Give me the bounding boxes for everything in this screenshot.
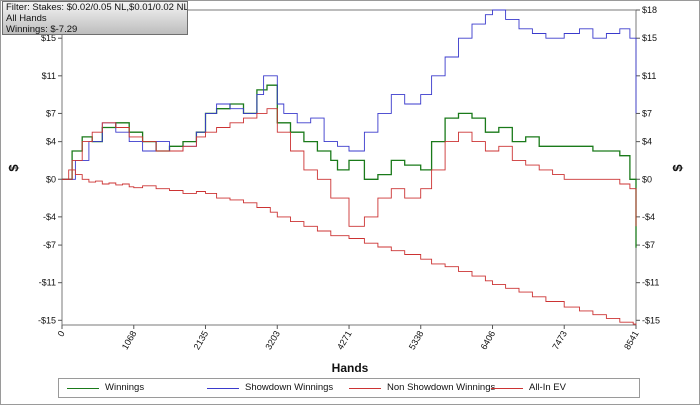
filter-winnings-text: Winnings: $-7.29 [6, 24, 78, 35]
y-tick-label-left: $0 [46, 174, 56, 184]
legend-swatch-nonshowdown [349, 388, 381, 389]
filter-stakes-text: Filter: Stakes: $0.02/0.05 NL,$0.01/0.02… [6, 2, 188, 13]
y-tick-label-right: $15 [642, 33, 657, 43]
filter-info-box: Filter: Stakes: $0.02/0.05 NL,$0.01/0.02… [2, 1, 188, 35]
y-tick-label-left: $15 [41, 33, 56, 43]
x-tick-label: 0 [56, 329, 67, 338]
legend-swatch-showdown [207, 388, 239, 389]
y-tick-label-right: $7 [642, 108, 652, 118]
y-tick-label-left: -$11 [39, 278, 56, 288]
y-tick-label-right: $4 [642, 137, 652, 147]
y-tick-label-left: $11 [42, 71, 56, 81]
legend-label-winnings: Winnings [105, 382, 145, 393]
y-tick-label-right: -$15 [642, 315, 660, 325]
y-tick-label-left: -$7 [43, 240, 56, 250]
legend-swatch-winnings [67, 388, 99, 389]
filter-hands-text: All Hands [6, 13, 47, 24]
series-lines [62, 9, 637, 325]
y-tick-label-left: $4 [46, 137, 56, 147]
y-tick-label-right: -$4 [642, 212, 655, 222]
legend-swatch-allinev [491, 388, 523, 389]
y-tick-label-right: $0 [642, 174, 652, 184]
y-tick-label-right: $11 [642, 71, 656, 81]
series-line-nonshowdown [62, 169, 637, 325]
y-axis-label-right: $ [670, 164, 685, 172]
y-axis-label-left: $ [6, 164, 21, 172]
y-tick-label-right: -$7 [642, 240, 655, 250]
y-tick-label-right: $18 [642, 5, 657, 15]
y-tick-label-left: -$15 [38, 315, 56, 325]
x-axis-label: Hands [332, 361, 369, 375]
series-line-allinev [62, 108, 637, 227]
chart-legend: Winnings Showdown Winnings Non Showdown … [58, 378, 640, 398]
legend-label-allinev: All-In EV [529, 382, 566, 393]
y-tick-label-left: $7 [46, 108, 56, 118]
y-tick-label-right: -$11 [642, 278, 659, 288]
y-tick-label-left: -$4 [43, 212, 56, 222]
series-line-showdown [62, 9, 637, 180]
legend-label-nonshowdown: Non Showdown Winnings [387, 382, 496, 393]
legend-label-showdown: Showdown Winnings [245, 382, 334, 393]
